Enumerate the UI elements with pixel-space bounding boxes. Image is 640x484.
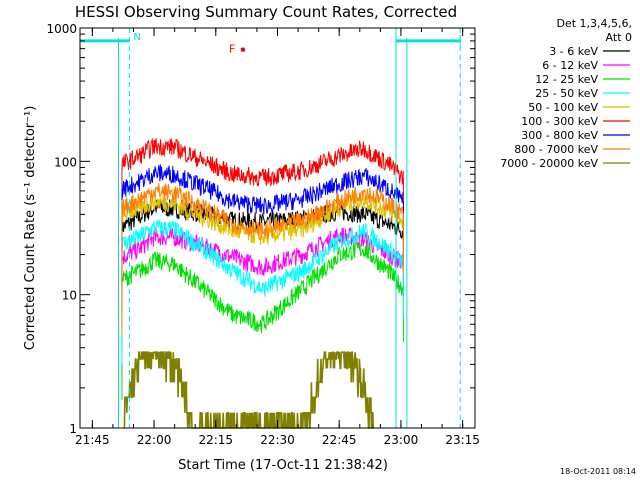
x-tick-label-2: 22:00 xyxy=(137,433,172,447)
night-label: N xyxy=(133,32,140,43)
axes-layer: 21:45 22:00 22:15 22:30 22:45 23:00 23:15 1 10 10… xyxy=(46,22,480,447)
x-tick-label-6: 23:00 xyxy=(384,433,419,447)
x-tick-label-5: 22:45 xyxy=(322,433,357,447)
x-tick-label-7: 23:15 xyxy=(445,433,480,447)
legend-label-1: 3 - 6 keV xyxy=(549,45,598,58)
annotation-layer: NF xyxy=(79,28,461,428)
y-tick-label-4: 1000 xyxy=(46,22,77,36)
chart-title: HESSI Observing Summary Count Rates, Cor… xyxy=(75,3,457,21)
legend-label-5: 50 - 100 keV xyxy=(528,101,598,114)
flare-marker xyxy=(240,47,245,52)
series-line-8 xyxy=(121,183,404,240)
y-tick-label-3: 100 xyxy=(54,155,77,169)
legend-header-line2: Att 0 xyxy=(606,31,632,44)
series-line-1 xyxy=(121,199,404,239)
x-axis-label: Start Time (17-Oct-11 21:38:42) xyxy=(178,458,388,473)
x-tick-label-1: 21:45 xyxy=(75,433,110,447)
timestamp: 18-Oct-2011 08:14 xyxy=(560,467,636,476)
legend-label-6: 100 - 300 keV xyxy=(521,115,598,128)
series-line-7 xyxy=(121,164,404,215)
legend-label-8: 800 - 7000 keV xyxy=(514,143,598,156)
x-tick-label-4: 22:30 xyxy=(260,433,295,447)
legend-label-7: 300 - 800 keV xyxy=(521,129,598,142)
y-tick-label-2: 10 xyxy=(62,289,77,303)
x-tick-label-3: 22:15 xyxy=(198,433,233,447)
series-line-6 xyxy=(121,138,404,187)
legend-header-line1: Det 1,3,4,5,6, xyxy=(556,17,632,30)
y-axis-label: Corrected Count Rate (s⁻¹ detector⁻¹) xyxy=(23,106,38,351)
flare-label: F xyxy=(229,43,235,56)
y-tick-label-1: 1 xyxy=(69,422,77,436)
legend-label-9: 7000 - 20000 keV xyxy=(500,157,598,170)
legend-label-2: 6 - 12 keV xyxy=(542,59,598,72)
legend-label-4: 25 - 50 keV xyxy=(535,87,598,100)
series-line-4 xyxy=(121,219,404,297)
legend-label-3: 12 - 25 keV xyxy=(535,73,598,86)
